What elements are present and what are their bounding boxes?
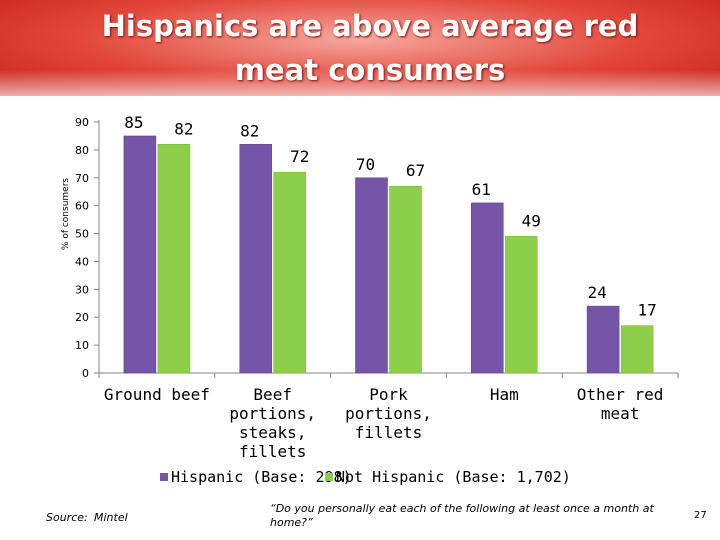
- x-category-label: Ham: [490, 385, 519, 404]
- y-axis-title: % of consumers: [61, 178, 71, 251]
- y-tick-label: 10: [75, 339, 89, 352]
- x-category-label: Ground beef: [104, 385, 210, 404]
- data-label: 70: [356, 155, 375, 174]
- y-tick-label: 60: [75, 200, 89, 213]
- data-label: 61: [472, 180, 491, 199]
- y-tick-label: 30: [75, 283, 89, 296]
- y-tick-label: 90: [75, 116, 89, 129]
- data-label: 85: [124, 113, 143, 132]
- bar-not-hispanic: [273, 171, 306, 374]
- x-category-label: meat: [601, 404, 640, 423]
- data-label: 67: [406, 161, 425, 180]
- x-category-label: steaks,: [239, 423, 306, 442]
- source-value: Mintel: [94, 511, 128, 524]
- legend-swatch: [160, 473, 168, 481]
- bar-not-hispanic: [389, 185, 422, 374]
- x-category-label: portions,: [229, 404, 316, 423]
- bar-hispanic: [471, 202, 504, 374]
- data-label: 24: [587, 283, 606, 302]
- data-label: 72: [290, 147, 309, 166]
- y-tick-label: 0: [82, 367, 89, 380]
- x-category-label: fillets: [355, 423, 422, 442]
- data-label: 17: [637, 301, 656, 320]
- bar-hispanic: [123, 135, 157, 374]
- slide-title: Hispanics are above average red meat con…: [101, 9, 639, 87]
- data-label: 49: [522, 211, 541, 230]
- x-category-label: Beef: [253, 385, 292, 404]
- x-category-label: fillets: [239, 442, 306, 461]
- data-label: 82: [174, 119, 193, 138]
- y-tick-label: 20: [75, 311, 89, 324]
- y-tick-label: 80: [75, 144, 89, 157]
- page-number: 27: [694, 510, 707, 521]
- bar-hispanic: [355, 177, 388, 374]
- bar-hispanic: [239, 144, 272, 374]
- y-tick-label: 50: [75, 228, 89, 241]
- bar-not-hispanic: [505, 236, 538, 374]
- source-label: Source:: [46, 511, 88, 524]
- title-banner-fade: [0, 70, 720, 110]
- legend-label: Hispanic (Base: 298): [171, 468, 352, 486]
- data-label: 82: [240, 121, 259, 140]
- x-category-label: portions,: [345, 404, 432, 423]
- x-category-label: Other red: [577, 385, 664, 404]
- bar-hispanic: [586, 305, 620, 374]
- y-tick-label: 40: [75, 255, 89, 268]
- survey-question: “Do you personally eat each of the follo…: [270, 502, 654, 529]
- legend-label: Not Hispanic (Base: 1,702): [336, 468, 571, 486]
- legend-swatch: [325, 473, 333, 481]
- y-tick-label: 70: [75, 172, 89, 185]
- bar-not-hispanic: [157, 144, 191, 374]
- x-category-label: Pork: [369, 385, 408, 404]
- bar-not-hispanic: [620, 325, 654, 374]
